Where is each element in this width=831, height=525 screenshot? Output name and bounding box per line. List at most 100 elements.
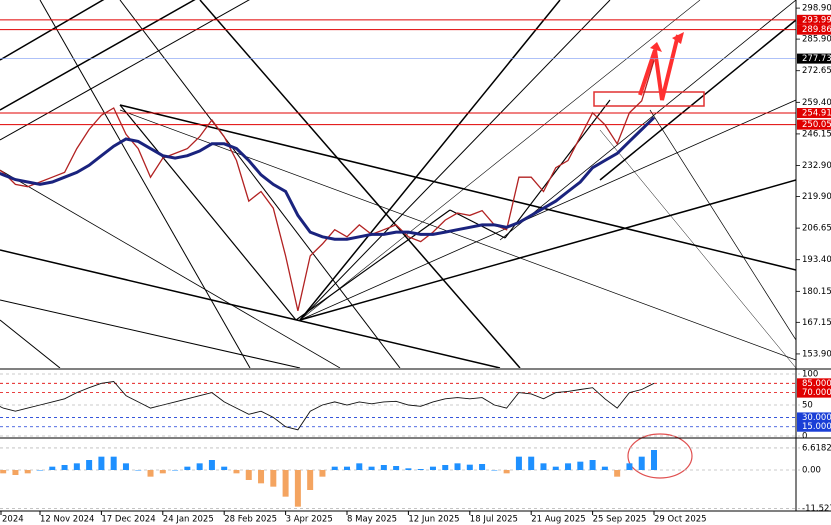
histogram-bar	[221, 466, 228, 470]
histogram-bar	[528, 456, 535, 470]
series-line	[0, 116, 656, 241]
y-tick-label: 180.15	[802, 287, 831, 297]
x-tick-label: 18 Jul 2025	[470, 515, 518, 525]
histogram-bar	[294, 470, 301, 507]
histogram-bar	[429, 466, 436, 470]
level-label: 277.73	[802, 54, 831, 64]
y-tick-label: 0.00	[802, 466, 821, 476]
histogram-bar	[307, 470, 314, 490]
x-tick-label: 8 May 2025	[347, 515, 397, 525]
histogram-bar	[466, 464, 473, 470]
histogram-bar	[208, 460, 215, 470]
x-tick-label: 12 Jun 2025	[408, 515, 459, 525]
x-tick-label: 17 Dec 2024	[101, 515, 155, 525]
histogram-bar	[614, 470, 621, 477]
y-tick-label: 246.15	[802, 129, 831, 139]
histogram-bar	[233, 470, 240, 474]
level-label: 289.86	[802, 25, 831, 35]
histogram-bar	[98, 456, 105, 470]
histogram-bar	[0, 470, 7, 474]
tick-label-box	[797, 421, 831, 432]
histogram-bar	[589, 460, 596, 470]
y-tick-label: 272.65	[802, 66, 831, 76]
level-label-box	[797, 24, 831, 35]
level-label-box	[797, 14, 831, 25]
x-tick-label: 28 Feb 2025	[224, 515, 277, 525]
histogram-bar	[184, 466, 191, 470]
x-tick-label: 24 Jan 2025	[163, 515, 214, 525]
histogram-bar	[393, 466, 400, 470]
histogram-bar	[651, 450, 657, 470]
tick-label-box	[797, 412, 831, 423]
histogram-bar	[442, 465, 449, 470]
level-label-box	[797, 108, 831, 119]
histogram-bar	[135, 470, 142, 471]
histogram-bar	[24, 470, 31, 474]
histogram-bar	[196, 463, 203, 470]
histogram-bar	[270, 470, 277, 487]
level-label-box	[797, 119, 831, 130]
plot	[0, 7, 800, 509]
histogram-bar	[454, 463, 461, 470]
level-label: 250.05	[802, 120, 831, 130]
tick-label-box	[797, 387, 831, 398]
level-label: 293.99	[802, 15, 831, 25]
histogram-bar	[122, 463, 129, 470]
x-tick-label: 29 Oct 2025	[654, 515, 707, 525]
histogram-bar	[565, 463, 572, 470]
histogram-bar	[601, 466, 608, 470]
y-tick-label: 259.40	[802, 98, 831, 108]
y-tick-label: 167.15	[802, 318, 831, 328]
x-tick-label: 25 Sep 2025	[593, 515, 647, 525]
histogram-bar	[626, 463, 633, 470]
tick-label-box	[797, 378, 831, 389]
y-tick-label: 298.90	[802, 4, 831, 14]
histogram-bar	[479, 464, 486, 470]
y-tick-label: 232.90	[802, 161, 831, 171]
histogram-bar	[417, 469, 424, 470]
trendlines	[0, 0, 796, 368]
histogram-bar	[368, 466, 375, 470]
histogram-bar	[245, 470, 252, 480]
series-line	[0, 60, 655, 311]
histogram-bar	[331, 466, 338, 470]
y-tick-label: -11.5276	[802, 504, 831, 514]
x-tick-label: 21 Aug 2025	[531, 515, 585, 525]
annotations	[593, 32, 705, 479]
x-tick-label: 2024	[2, 515, 24, 525]
histogram-bar	[61, 465, 68, 470]
histogram-bar	[37, 470, 43, 471]
histogram-bar	[12, 470, 19, 475]
histogram-bar	[159, 470, 166, 474]
y-tick-label: 153.90	[802, 349, 831, 359]
histogram-bar	[503, 470, 510, 474]
histogram-bar	[110, 456, 117, 470]
histogram-bar	[49, 466, 56, 470]
y-tick-label: 100	[802, 370, 818, 380]
histogram-bar	[552, 466, 559, 470]
histogram-bar	[147, 470, 154, 477]
histogram-bar	[405, 468, 412, 470]
level-label: 254.91	[802, 109, 831, 119]
y-tick-label: 6.6182	[802, 443, 831, 453]
histogram-bar	[344, 466, 350, 470]
histogram-bar	[540, 463, 547, 470]
histogram-bar	[380, 465, 387, 470]
histogram-bar	[319, 470, 326, 477]
level-label-box	[797, 53, 831, 64]
histogram-bar	[638, 456, 645, 470]
histogram-bar	[172, 470, 179, 471]
x-tick-label: 12 Nov 2024	[40, 515, 94, 525]
histogram-bar	[356, 463, 363, 470]
histogram-bar	[491, 470, 498, 471]
histogram-bar	[577, 461, 584, 470]
histogram-bar	[258, 470, 265, 484]
y-tick-label: 0	[802, 432, 807, 442]
series-line	[0, 381, 655, 431]
